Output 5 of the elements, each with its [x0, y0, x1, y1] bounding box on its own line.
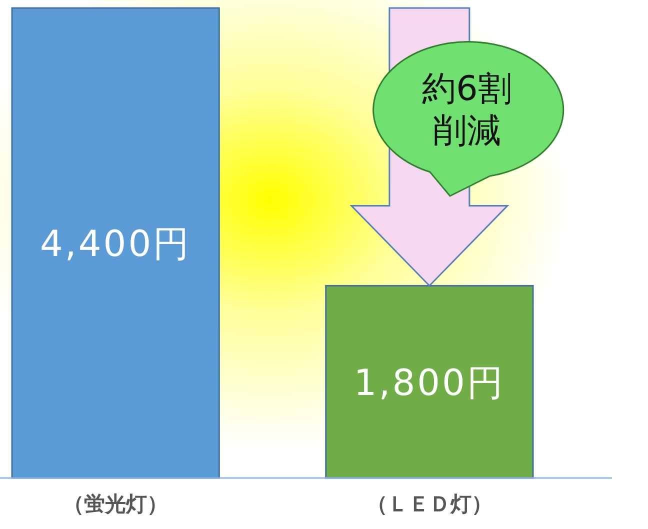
data-label: 4,400円	[40, 224, 192, 265]
x-tick-label: （蛍光灯）	[63, 492, 168, 516]
annotation: 約6割削減	[422, 69, 512, 151]
data-label: 1,800円	[354, 362, 505, 404]
x-tick-label: （ＬＥＤ灯）	[366, 492, 492, 516]
